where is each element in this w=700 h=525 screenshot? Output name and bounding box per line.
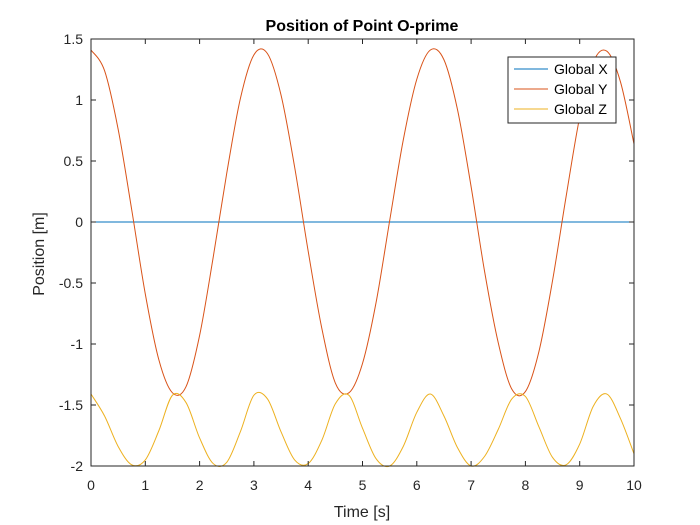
y-tick-label: -0.5: [59, 275, 83, 291]
x-tick-label: 6: [413, 477, 421, 493]
y-tick-label: 1.5: [64, 31, 84, 47]
x-tick-label: 1: [141, 477, 149, 493]
x-tick-label: 8: [522, 477, 530, 493]
y-tick-label: -1.5: [59, 397, 83, 413]
y-tick-label: 1: [75, 92, 83, 108]
series-layer: [90, 48, 635, 468]
x-tick-label: 0: [87, 477, 95, 493]
x-tick-label: 5: [359, 477, 367, 493]
y-tick-label: -2: [71, 458, 84, 474]
legend: Global X Global Y Global Z: [507, 56, 617, 124]
chart-title: Position of Point O-prime: [266, 18, 459, 35]
y-tick-label: -1: [71, 336, 84, 352]
x-tick-label: 4: [304, 477, 312, 493]
x-tick-label: 3: [250, 477, 258, 493]
x-axis-title: Time [s]: [334, 504, 390, 521]
x-tick-label: 9: [576, 477, 584, 493]
y-tick-label: 0: [75, 214, 83, 230]
x-tick-label: 2: [196, 477, 204, 493]
series-line-2: [90, 48, 635, 397]
x-tick-label: 10: [626, 477, 642, 493]
x-tick-label: 7: [467, 477, 475, 493]
y-axis-title: Position [m]: [31, 212, 48, 296]
y-tick-label: 0.5: [64, 153, 84, 169]
legend-label-3: Global Z: [554, 101, 607, 117]
series-line-3: [90, 391, 635, 468]
axes-layer: 0 1 2 3 4 5 6 7 8 9 10 1.5 1 0.5 0 -0.5 -1 -1.5 -2: [59, 31, 642, 493]
legend-label-2: Global Y: [554, 81, 608, 97]
legend-box: [507, 56, 617, 124]
legend-label-1: Global X: [554, 61, 608, 77]
